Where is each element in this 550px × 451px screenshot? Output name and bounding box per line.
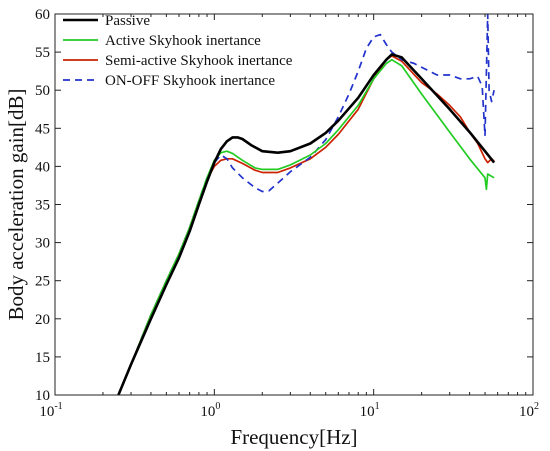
y-tick-label: 10 xyxy=(35,388,50,404)
axis-tick-labels: 10-1 100 101 102 10 15 20 25 30 35 40 45 50 55 60 xyxy=(35,7,539,420)
legend-label: Active Skyhook inertance xyxy=(105,33,261,49)
x-axis-title: Frequency[Hz] xyxy=(230,425,357,449)
y-tick-label: 20 xyxy=(35,312,50,328)
axis-ticks xyxy=(54,13,534,396)
y-tick-label: 40 xyxy=(35,159,50,175)
series-line-0 xyxy=(117,53,496,395)
x-tick-label: 101 xyxy=(360,401,380,420)
y-tick-label: 55 xyxy=(35,45,50,61)
y-axis-title: Body acceleration gain[dB] xyxy=(4,88,28,320)
legend-label: ON-OFF Skyhook inertance xyxy=(105,73,275,89)
x-tick-label: 10-1 xyxy=(39,401,62,420)
x-tick-label: 102 xyxy=(519,401,539,420)
y-tick-label: 50 xyxy=(35,83,50,99)
legend-label: Passive xyxy=(105,13,150,29)
x-tick-label: 100 xyxy=(200,401,220,420)
y-tick-label: 30 xyxy=(35,236,50,252)
y-tick-label: 35 xyxy=(35,198,50,214)
legend: Passive Active Skyhook inertance Semi-acti… xyxy=(63,13,293,89)
y-tick-label: 25 xyxy=(35,274,50,290)
y-tick-label: 60 xyxy=(35,7,50,23)
y-tick-label: 45 xyxy=(35,121,50,137)
y-tick-label: 15 xyxy=(35,350,50,366)
legend-label: Semi-active Skyhook inertance xyxy=(105,53,293,69)
series-lines xyxy=(117,14,496,395)
